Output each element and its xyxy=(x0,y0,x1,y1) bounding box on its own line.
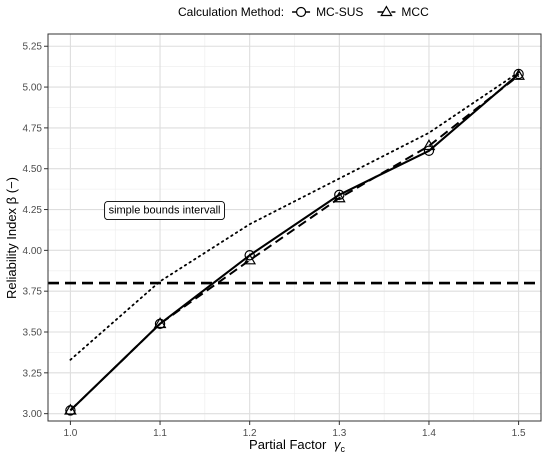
point-mc-sus xyxy=(334,189,345,201)
x-tick-label: 1.2 xyxy=(243,428,257,439)
legend-key-circle xyxy=(295,6,307,18)
annotation-box xyxy=(104,201,225,220)
series-layer xyxy=(69,71,520,412)
x-tick-label: 1.0 xyxy=(63,428,77,439)
y-tick-label: 3.75 xyxy=(23,287,43,298)
x-axis: 1.0 1.1 1.2 1.3 1.4 1.5 xyxy=(63,421,526,439)
y-axis: 3.00 3.25 3.50 3.75 4.00 4.25 4.50 4.75 5.00 5.25 xyxy=(23,42,48,420)
legend-label-mc-sus: MC-SUS xyxy=(316,5,363,19)
legend-key-triangle xyxy=(380,5,393,17)
y-tick-label: 4.50 xyxy=(23,164,43,175)
annotation-layer: simple bounds intervall xyxy=(104,201,225,220)
point-mc-sus xyxy=(244,250,255,261)
markers-layer xyxy=(64,68,525,416)
y-tick-label: 3.25 xyxy=(23,368,43,379)
legend-item-mcc: MCC xyxy=(377,5,429,19)
point-mcc xyxy=(332,191,346,203)
point-mcc xyxy=(64,403,77,415)
legend-title: Calculation Method: xyxy=(178,5,284,19)
y-tick-label: 4.25 xyxy=(23,205,43,216)
x-axis-title-main: Partial Factor xyxy=(249,437,327,452)
annotation-text: simple bounds intervall xyxy=(109,205,221,217)
plot-border xyxy=(47,33,542,422)
point-mcc xyxy=(422,139,436,151)
y-tick-label: 3.00 xyxy=(23,409,43,420)
annotation-label: simple bounds intervall xyxy=(104,201,225,220)
legend-label-mcc: MCC xyxy=(401,5,429,19)
x-tick-label: 1.5 xyxy=(512,428,526,439)
point-mcc xyxy=(153,317,167,329)
y-tick-label: 3.50 xyxy=(23,328,43,339)
y-tick-label: 4.75 xyxy=(23,123,43,134)
point-mcc xyxy=(243,253,257,265)
x-tick-label: 1.3 xyxy=(332,428,346,439)
y-tick-label: 5.00 xyxy=(23,83,43,94)
series-line-bound xyxy=(69,71,520,361)
y-tick-label: 4.00 xyxy=(23,246,43,257)
legend-item-mc-sus: MC-SUS xyxy=(292,5,363,19)
series-line-mcc xyxy=(69,74,520,412)
x-tick-label: 1.4 xyxy=(422,428,436,439)
x-axis-title-symbol: γ xyxy=(334,437,342,452)
point-mc-sus xyxy=(423,145,435,156)
point-mcc xyxy=(512,68,525,80)
y-axis-title: Reliability Index β (−) xyxy=(4,177,19,299)
x-axis-title-subscript: c xyxy=(340,444,345,454)
y-tick-label: 5.25 xyxy=(23,42,43,53)
legend: Calculation Method: MC-SUS MCC xyxy=(178,5,429,19)
x-tick-label: 1.1 xyxy=(153,428,167,439)
x-axis-title: Partial Factor γc xyxy=(249,437,345,454)
